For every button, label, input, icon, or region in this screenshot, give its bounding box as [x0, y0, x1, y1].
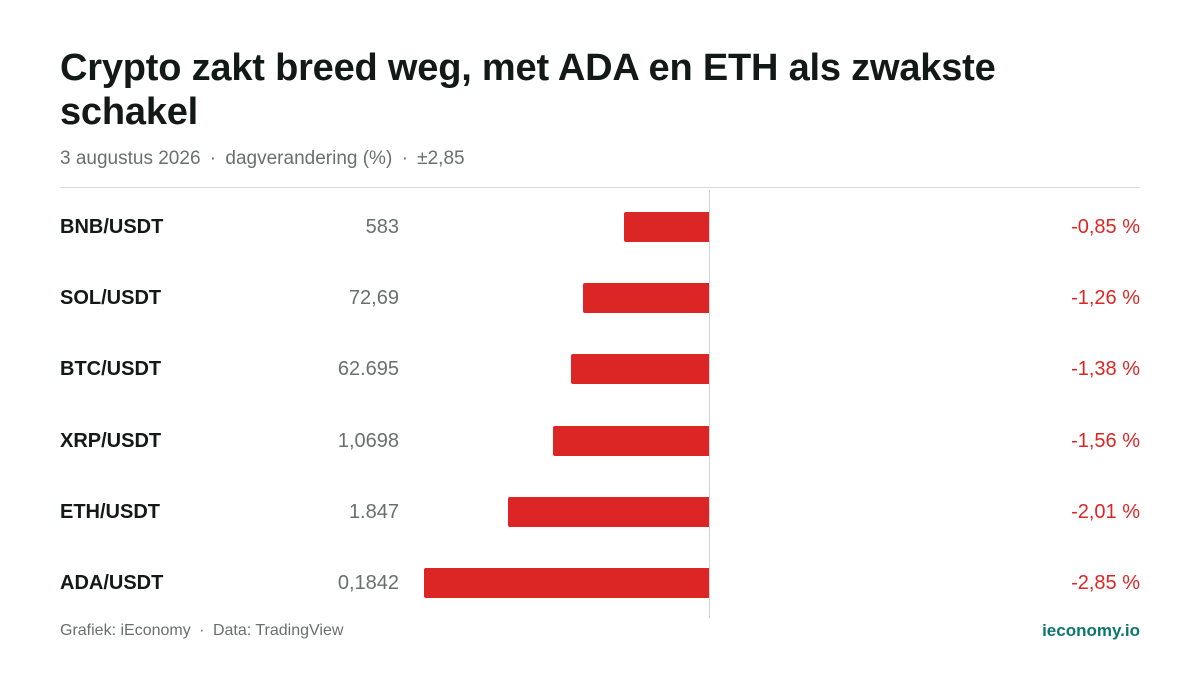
- pair-label: ADA/USDT: [60, 572, 164, 594]
- price-value: 62.695: [337, 358, 399, 380]
- chart-title: Crypto zakt breed weg, met ADA en ETH al…: [60, 47, 996, 133]
- pair-label: SOL/USDT: [60, 287, 162, 309]
- change-label: -2,01 %: [1071, 501, 1140, 523]
- chart-row: ADA/USDT 0,1842 -2,85 %: [60, 563, 1140, 603]
- chart-row: ETH/USDT 1.847 -2,01 %: [60, 492, 1140, 532]
- change-label: -0,85 %: [1071, 216, 1140, 238]
- footer-source: Data: TradingView: [212, 622, 344, 639]
- pair-label: BTC/USDT: [60, 358, 162, 380]
- footer-separator: ·: [199, 622, 205, 639]
- subtitle-separator: ·: [209, 148, 217, 169]
- price-value: 0,1842: [337, 572, 399, 594]
- price-value: 1,0698: [337, 430, 399, 452]
- change-label: -1,56 %: [1071, 430, 1140, 452]
- change-bar: [508, 497, 709, 527]
- zero-baseline: [709, 190, 710, 618]
- change-bar: [553, 426, 709, 456]
- subtitle-scale: ±2,85: [417, 148, 465, 169]
- chart-row: SOL/USDT 72,69 -1,26 %: [60, 278, 1140, 318]
- price-value: 583: [365, 216, 399, 238]
- chart-row: XRP/USDT 1,0698 -1,56 %: [60, 421, 1140, 461]
- header-divider: [60, 187, 1140, 188]
- change-label: -1,26 %: [1071, 287, 1140, 309]
- chart-row: BNB/USDT 583 -0,85 %: [60, 207, 1140, 247]
- change-bar: [583, 283, 709, 313]
- footer-graphic-credit: Grafiek: iEconomy: [60, 622, 191, 639]
- price-value: 1.847: [348, 501, 399, 523]
- chart-row: BTC/USDT 62.695 -1,38 %: [60, 349, 1140, 389]
- chart-subtitle: 3 augustus 2026 · dagverandering (%) · ±…: [60, 147, 465, 171]
- change-label: -1,38 %: [1071, 358, 1140, 380]
- subtitle-measure: dagverandering (%): [225, 148, 393, 169]
- change-label: -2,85 %: [1071, 572, 1140, 594]
- footer-credits: Grafiek: iEconomy · Data: TradingView: [60, 620, 343, 642]
- price-value: 72,69: [348, 287, 399, 309]
- pair-label: BNB/USDT: [60, 216, 164, 238]
- change-bar: [624, 212, 709, 242]
- pair-label: XRP/USDT: [60, 430, 162, 452]
- footer-brand-link[interactable]: ieconomy.io: [1042, 621, 1140, 640]
- subtitle-date: 3 augustus 2026: [60, 148, 201, 169]
- subtitle-separator: ·: [401, 148, 408, 169]
- pair-label: ETH/USDT: [60, 501, 160, 523]
- change-bar: [571, 354, 709, 384]
- change-bar: [424, 568, 709, 598]
